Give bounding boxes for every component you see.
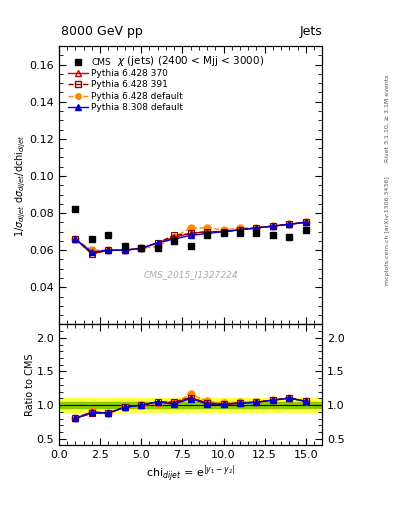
Text: $\chi$ (jets) (2400 < Mjj < 3000): $\chi$ (jets) (2400 < Mjj < 3000) xyxy=(117,54,264,69)
Y-axis label: Ratio to CMS: Ratio to CMS xyxy=(25,354,35,416)
Text: CMS_2015_I1327224: CMS_2015_I1327224 xyxy=(143,270,238,279)
Text: mcplots.cern.ch [arXiv:1306.3436]: mcplots.cern.ch [arXiv:1306.3436] xyxy=(385,176,389,285)
Text: Jets: Jets xyxy=(299,26,322,38)
Bar xyxy=(59,398,322,412)
Bar xyxy=(59,402,322,409)
Text: Rivet 3.1.10, ≥ 3.1M events: Rivet 3.1.10, ≥ 3.1M events xyxy=(385,74,389,161)
Text: 8000 GeV pp: 8000 GeV pp xyxy=(61,26,143,38)
X-axis label: chi$_{dijet}$ = e$^{|y_1 - y_2|}$: chi$_{dijet}$ = e$^{|y_1 - y_2|}$ xyxy=(146,463,235,484)
Legend: CMS, Pythia 6.428 370, Pythia 6.428 391, Pythia 6.428 default, Pythia 8.308 defa: CMS, Pythia 6.428 370, Pythia 6.428 391,… xyxy=(66,56,185,114)
Y-axis label: 1/$\sigma_{dijet}$ d$\sigma_{dijet}$/dchi$_{dijet}$: 1/$\sigma_{dijet}$ d$\sigma_{dijet}$/dch… xyxy=(13,134,28,237)
